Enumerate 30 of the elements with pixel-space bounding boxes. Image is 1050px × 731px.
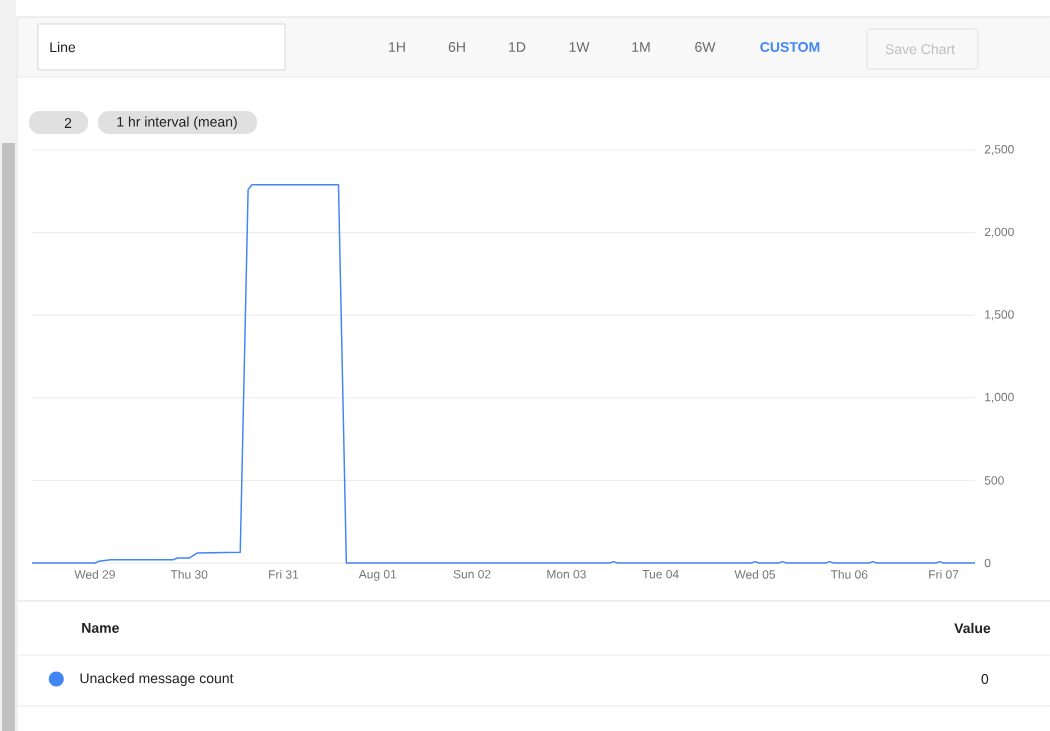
text: 2 bbox=[64, 118, 72, 128]
text: Save Chart bbox=[885, 43, 955, 55]
y-tick-label: 1,500 bbox=[985, 310, 1014, 321]
x-tick-label: Wed 05 bbox=[734, 569, 776, 579]
x-tick-label: Fri 31 bbox=[269, 569, 299, 579]
text: Name bbox=[82, 623, 119, 633]
y-tick-label: 500 bbox=[984, 476, 1004, 485]
x-tick-label: Sun 02 bbox=[453, 569, 491, 579]
y-tick-label: 1,000 bbox=[985, 392, 1014, 403]
x-tick-label: Thu 30 bbox=[170, 569, 208, 579]
text: 6W bbox=[695, 42, 716, 52]
x-tick-label: Aug 01 bbox=[358, 569, 397, 581]
y-tick-label: 2,500 bbox=[984, 145, 1014, 155]
text: CUSTOM bbox=[760, 42, 820, 52]
chart-subtitle: 1 hr interval (mean) bbox=[117, 116, 237, 130]
x-tick-label: Mon 03 bbox=[547, 569, 586, 579]
text: Value bbox=[954, 622, 991, 634]
text: 6H bbox=[448, 42, 465, 52]
text: 1H bbox=[389, 42, 405, 52]
text: Line bbox=[50, 41, 76, 53]
x-tick-label: Wed 29 bbox=[74, 569, 115, 579]
x-tick-label: Tue 04 bbox=[642, 569, 679, 579]
text: 1D bbox=[509, 42, 526, 52]
x-tick-label: Fri 07 bbox=[929, 569, 959, 579]
text: 1M bbox=[632, 42, 650, 52]
text: 1W bbox=[569, 42, 590, 52]
y-tick-label: 0 bbox=[984, 558, 991, 568]
y-tick-label: 2,000 bbox=[984, 227, 1014, 238]
x-tick-label: Thu 06 bbox=[830, 569, 868, 579]
legend-label: Unacked message count bbox=[80, 672, 234, 687]
